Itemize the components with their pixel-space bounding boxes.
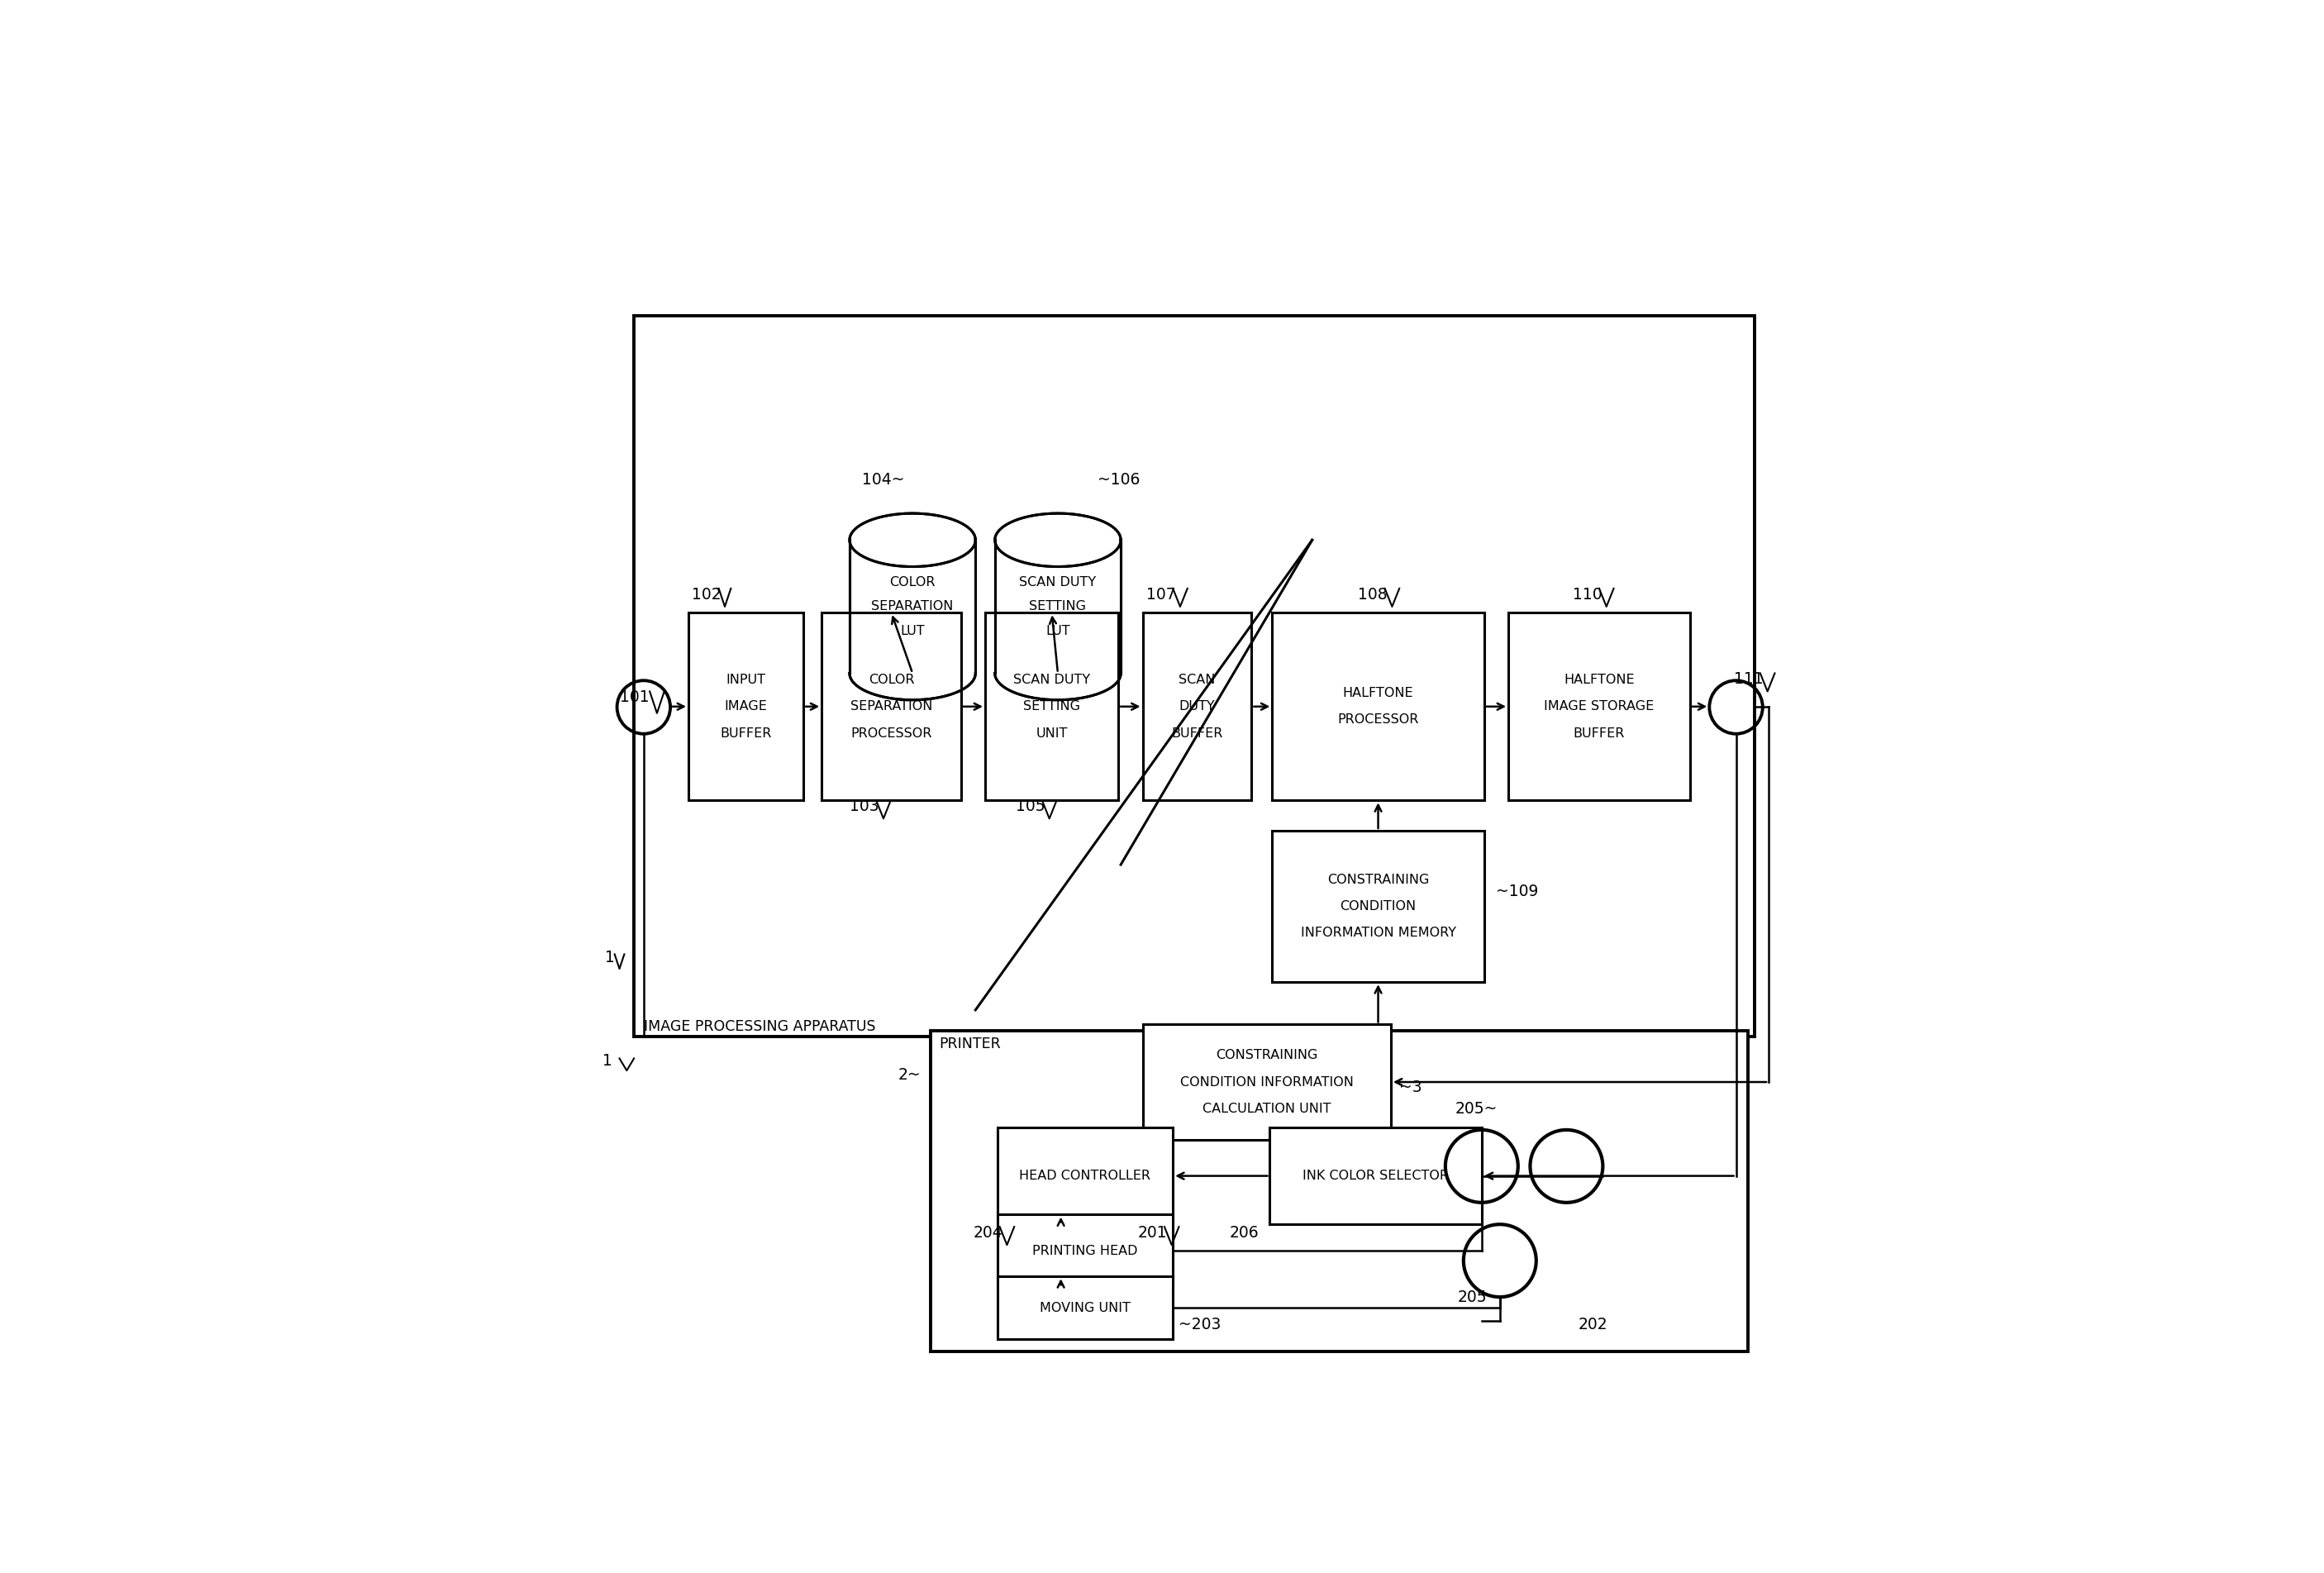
Bar — [930, 1030, 1748, 1351]
Text: BUFFER: BUFFER — [1171, 727, 1222, 739]
Text: 2~: 2~ — [897, 1068, 920, 1084]
Bar — [985, 612, 1118, 801]
Text: IMAGE: IMAGE — [725, 700, 767, 713]
Text: HALFTONE: HALFTONE — [1564, 673, 1634, 686]
Text: BUFFER: BUFFER — [720, 727, 772, 739]
Text: CONSTRAINING: CONSTRAINING — [1327, 873, 1429, 886]
Text: PRINTING HEAD: PRINTING HEAD — [1032, 1244, 1139, 1257]
Text: COLOR: COLOR — [869, 673, 913, 686]
Bar — [1508, 612, 1690, 801]
Text: ~106: ~106 — [1097, 472, 1141, 488]
Bar — [1143, 612, 1253, 801]
Text: 108: 108 — [1357, 587, 1387, 602]
Text: HEAD CONTROLLER: HEAD CONTROLLER — [1020, 1170, 1150, 1181]
Text: INPUT: INPUT — [725, 673, 767, 686]
Text: 204: 204 — [974, 1225, 1002, 1241]
Text: 103: 103 — [851, 799, 878, 815]
Text: 205~: 205~ — [1455, 1101, 1497, 1117]
Text: ~203: ~203 — [1178, 1317, 1222, 1332]
Text: LUT: LUT — [1046, 624, 1069, 637]
Text: CONDITION INFORMATION: CONDITION INFORMATION — [1181, 1076, 1353, 1089]
Text: 104~: 104~ — [862, 472, 904, 488]
Text: MOVING UNIT: MOVING UNIT — [1039, 1302, 1129, 1313]
Text: INFORMATION MEMORY: INFORMATION MEMORY — [1301, 926, 1455, 939]
Text: LUT: LUT — [899, 624, 925, 637]
Polygon shape — [995, 513, 1120, 700]
Bar — [997, 1214, 1174, 1287]
Text: 1: 1 — [604, 950, 616, 966]
Bar — [997, 1128, 1174, 1224]
Text: PROCESSOR: PROCESSOR — [851, 727, 932, 739]
Text: 102: 102 — [693, 587, 720, 602]
Text: SETTING: SETTING — [1023, 700, 1081, 713]
Polygon shape — [851, 513, 976, 700]
Bar — [1269, 1128, 1483, 1224]
Bar — [1143, 1024, 1390, 1139]
Bar — [634, 316, 1755, 1037]
Text: 206: 206 — [1229, 1225, 1260, 1241]
Bar — [997, 1276, 1174, 1340]
Text: 201: 201 — [1139, 1225, 1167, 1241]
Text: 101: 101 — [621, 689, 648, 705]
Text: IMAGE STORAGE: IMAGE STORAGE — [1543, 700, 1655, 713]
Text: HALFTONE: HALFTONE — [1343, 687, 1413, 700]
Text: CONSTRAINING: CONSTRAINING — [1215, 1049, 1318, 1062]
Bar — [1271, 612, 1485, 801]
Text: SEPARATION: SEPARATION — [872, 601, 953, 613]
Text: 202: 202 — [1578, 1317, 1608, 1332]
Bar — [823, 612, 960, 801]
Text: SEPARATION: SEPARATION — [851, 700, 932, 713]
Text: CALCULATION UNIT: CALCULATION UNIT — [1202, 1103, 1332, 1115]
Text: 205: 205 — [1457, 1290, 1487, 1306]
Text: ~109: ~109 — [1497, 884, 1538, 900]
Text: CONDITION: CONDITION — [1341, 900, 1415, 912]
Text: 1: 1 — [602, 1052, 611, 1068]
Text: PRINTER: PRINTER — [939, 1037, 1002, 1051]
Text: BUFFER: BUFFER — [1573, 727, 1624, 739]
Text: ~3: ~3 — [1399, 1079, 1422, 1095]
Text: 111: 111 — [1734, 672, 1764, 687]
Text: SCAN: SCAN — [1178, 673, 1215, 686]
Text: COLOR: COLOR — [890, 576, 937, 588]
Text: 107: 107 — [1146, 587, 1176, 602]
Text: 110: 110 — [1573, 587, 1601, 602]
Text: DUTY: DUTY — [1178, 700, 1215, 713]
Text: INK COLOR SELECTOR: INK COLOR SELECTOR — [1301, 1170, 1448, 1181]
Text: PROCESSOR: PROCESSOR — [1339, 714, 1420, 727]
Text: UNIT: UNIT — [1037, 727, 1067, 739]
Text: 105: 105 — [1016, 799, 1046, 815]
Bar — [1271, 831, 1485, 982]
Text: IMAGE PROCESSING APPARATUS: IMAGE PROCESSING APPARATUS — [644, 1019, 876, 1033]
Text: SETTING: SETTING — [1030, 601, 1085, 613]
Bar — [688, 612, 804, 801]
Text: SCAN DUTY: SCAN DUTY — [1013, 673, 1090, 686]
Text: SCAN DUTY: SCAN DUTY — [1020, 576, 1097, 588]
